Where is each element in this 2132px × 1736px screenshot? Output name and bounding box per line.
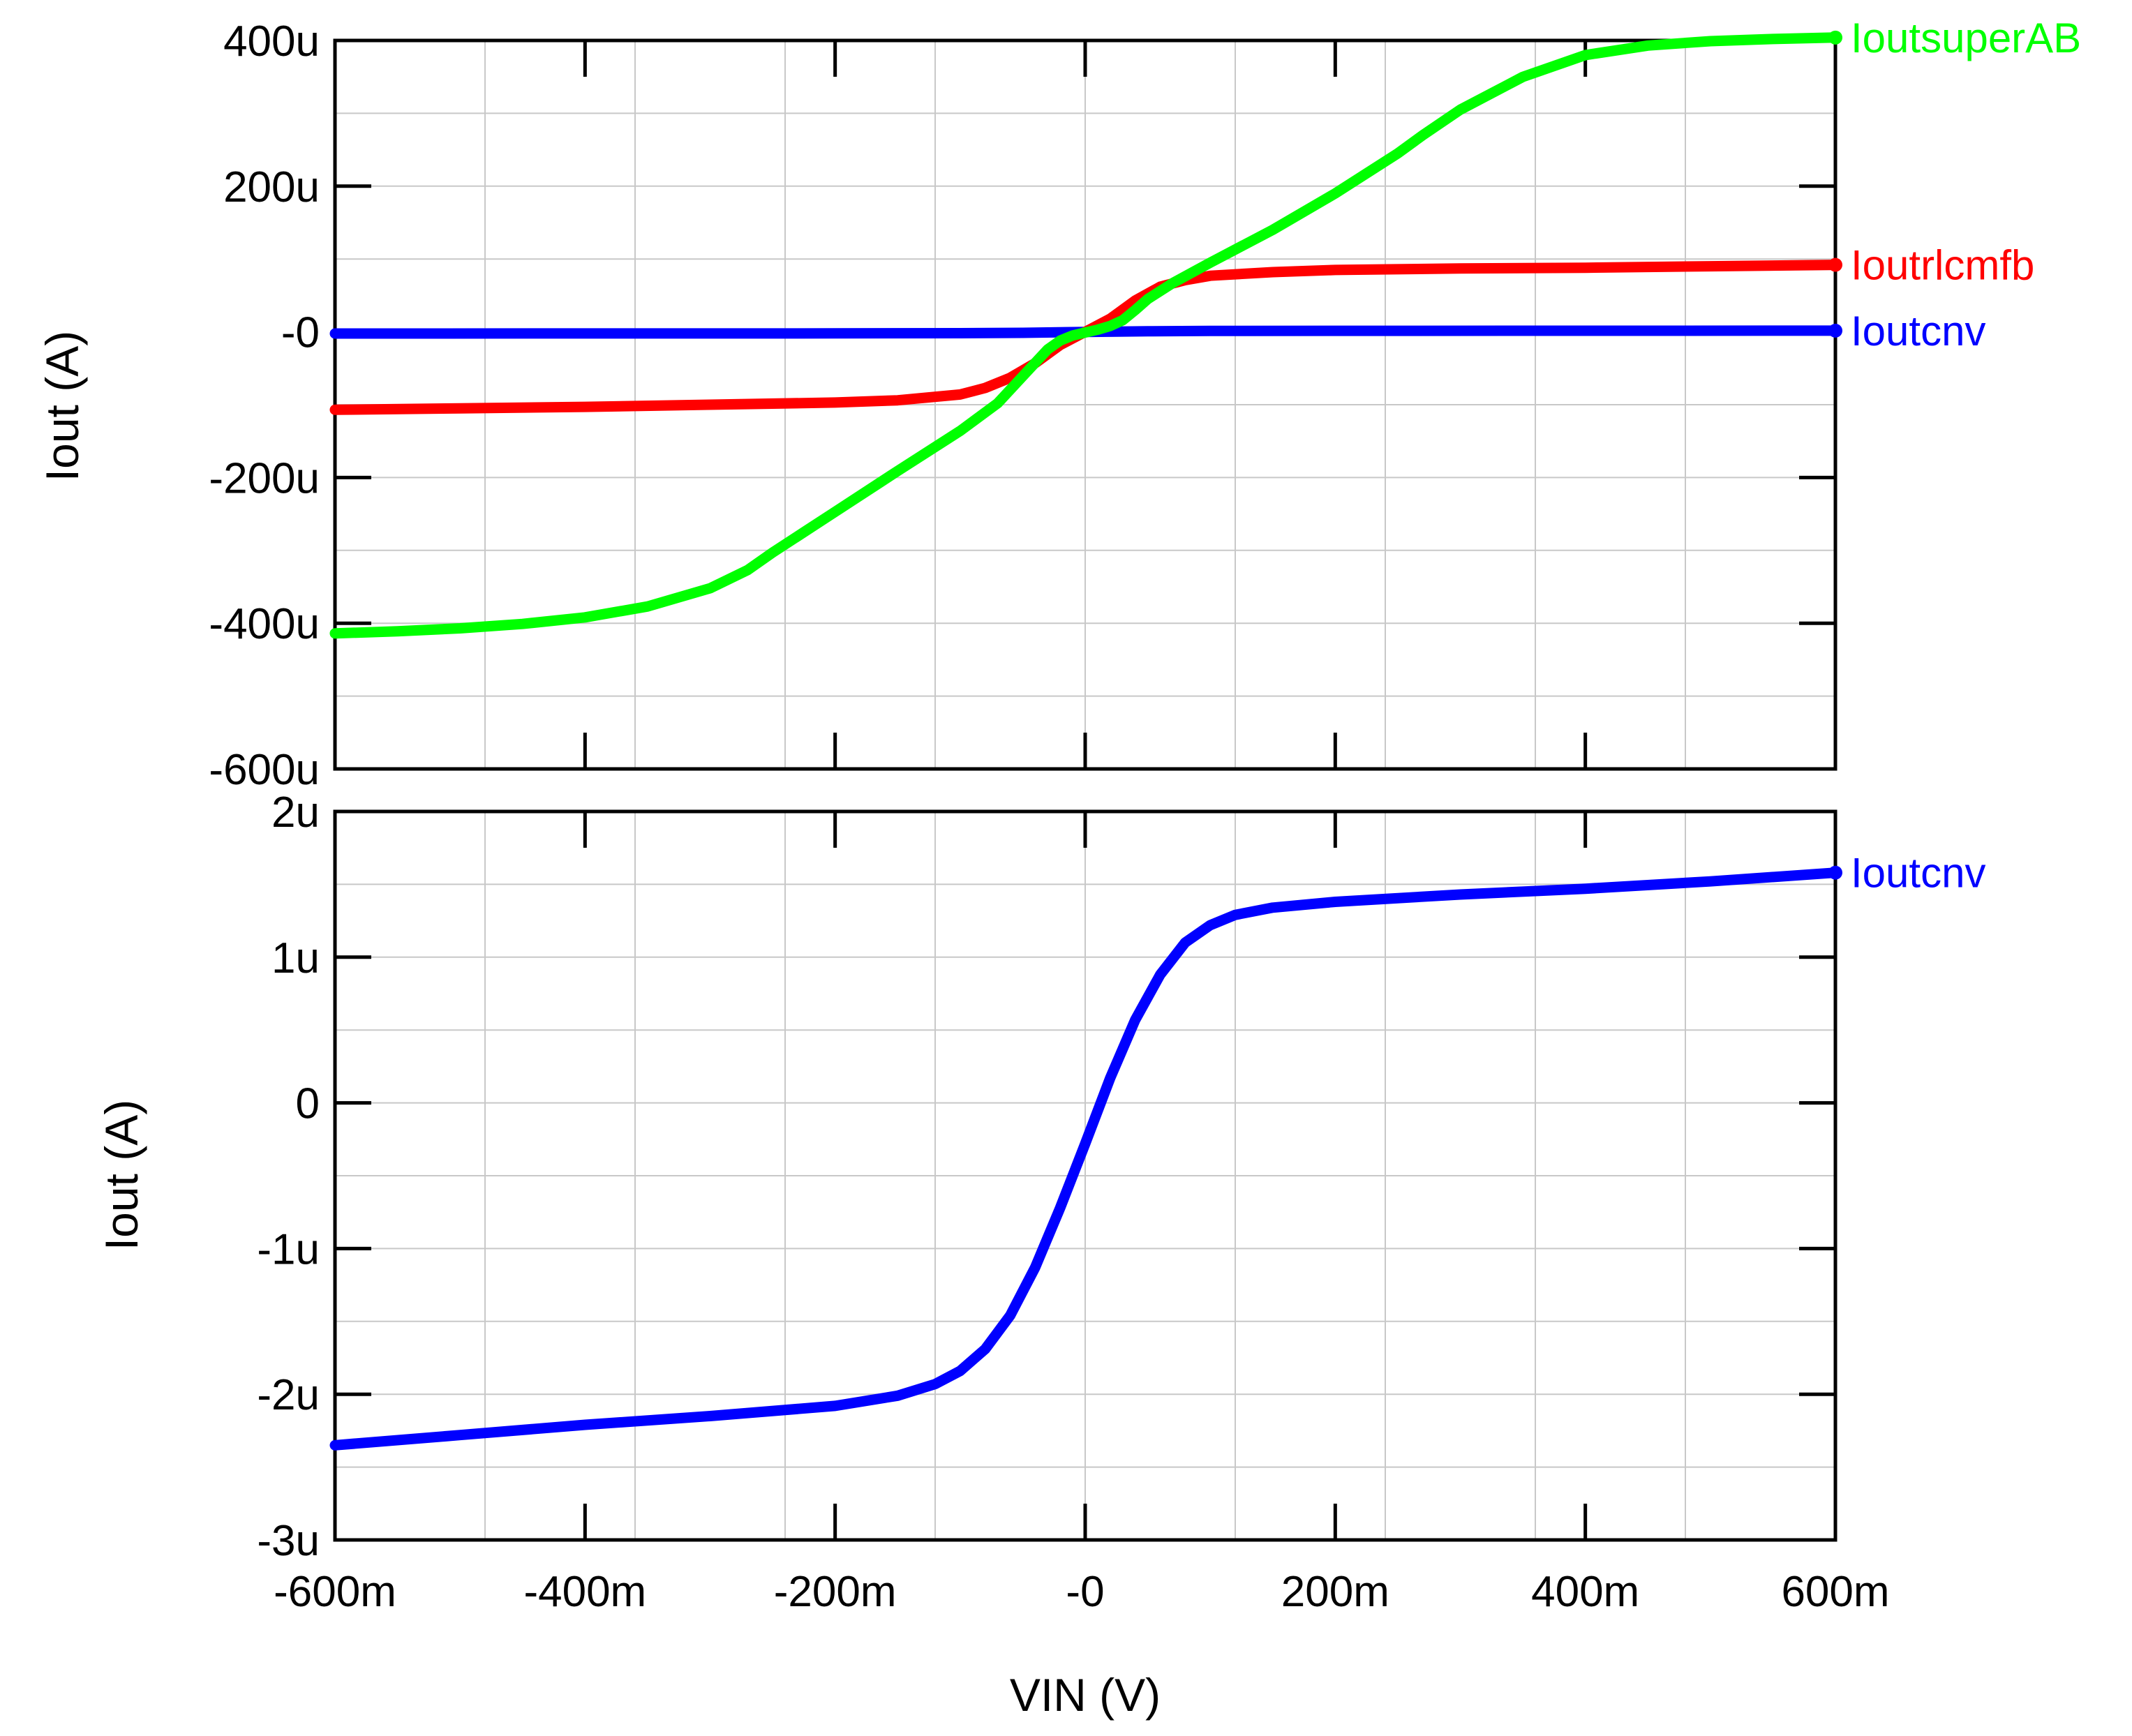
top-plot-panel: 400u 200u -0 -200u -400u -600u Ioutcnv Ioutrlcm… (209, 15, 2081, 794)
bottom-y-tick-label: 1u (271, 934, 320, 982)
bottom-x-tick-label: 400m (1531, 1568, 1639, 1616)
top-y-tick-label: -200u (209, 454, 320, 502)
bottom-y-tick-label: 0 (296, 1080, 320, 1128)
bottom-x-tick-label: -0 (1066, 1568, 1104, 1616)
top-series-ioutsuperab-line (329, 32, 1841, 639)
bottom-y-tick-label: -3u (257, 1517, 320, 1565)
bottom-series-ioutcnv-end-dot (1828, 865, 1842, 880)
bottom-y-axis-title: Iout (A) (96, 1100, 147, 1250)
x-axis-title: VIN (V) (1010, 1669, 1161, 1721)
bottom-x-tick-label: -600m (274, 1568, 396, 1616)
bottom-y-tick-label: -1u (257, 1225, 320, 1273)
bottom-x-tick-label: -400m (523, 1568, 646, 1616)
top-series-ioutrlcmfb-label: Ioutrlcmfb (1851, 242, 2034, 289)
top-y-tick-label: -600u (209, 746, 320, 794)
bottom-x-tick-label: 200m (1281, 1568, 1389, 1616)
top-y-tick-label: -400u (209, 600, 320, 648)
top-y-axis-title: Iout (A) (36, 331, 88, 481)
top-y-tick-label: 200u (223, 163, 320, 211)
top-series-ioutrlcmfb-end-dot (1828, 257, 1842, 272)
bottom-x-tick-label: -200m (774, 1568, 897, 1616)
top-y-tick-label: -0 (281, 309, 320, 357)
top-series-ioutcnv-label: Ioutcnv (1851, 308, 1985, 354)
bottom-series-ioutcnv-label: Ioutcnv (1851, 850, 1985, 897)
top-series-ioutsuperab-label: IoutsuperAB (1851, 15, 2081, 61)
bottom-y-tick-label: 2u (271, 788, 320, 837)
bottom-y-tick-label: -2u (257, 1371, 320, 1419)
top-y-tick-label: 400u (223, 17, 320, 66)
bottom-x-tick-label: 600m (1781, 1568, 1889, 1616)
bottom-plot-panel: 2u 1u 0 -1u -2u -3u-600m -400m -200m -0 200m 400m 6… (257, 788, 1985, 1616)
top-series-ioutcnv-end-dot (1828, 323, 1842, 338)
bottom-series-ioutcnv-line (329, 867, 1841, 1451)
top-series-ioutsuperab-end-dot (1828, 30, 1842, 45)
